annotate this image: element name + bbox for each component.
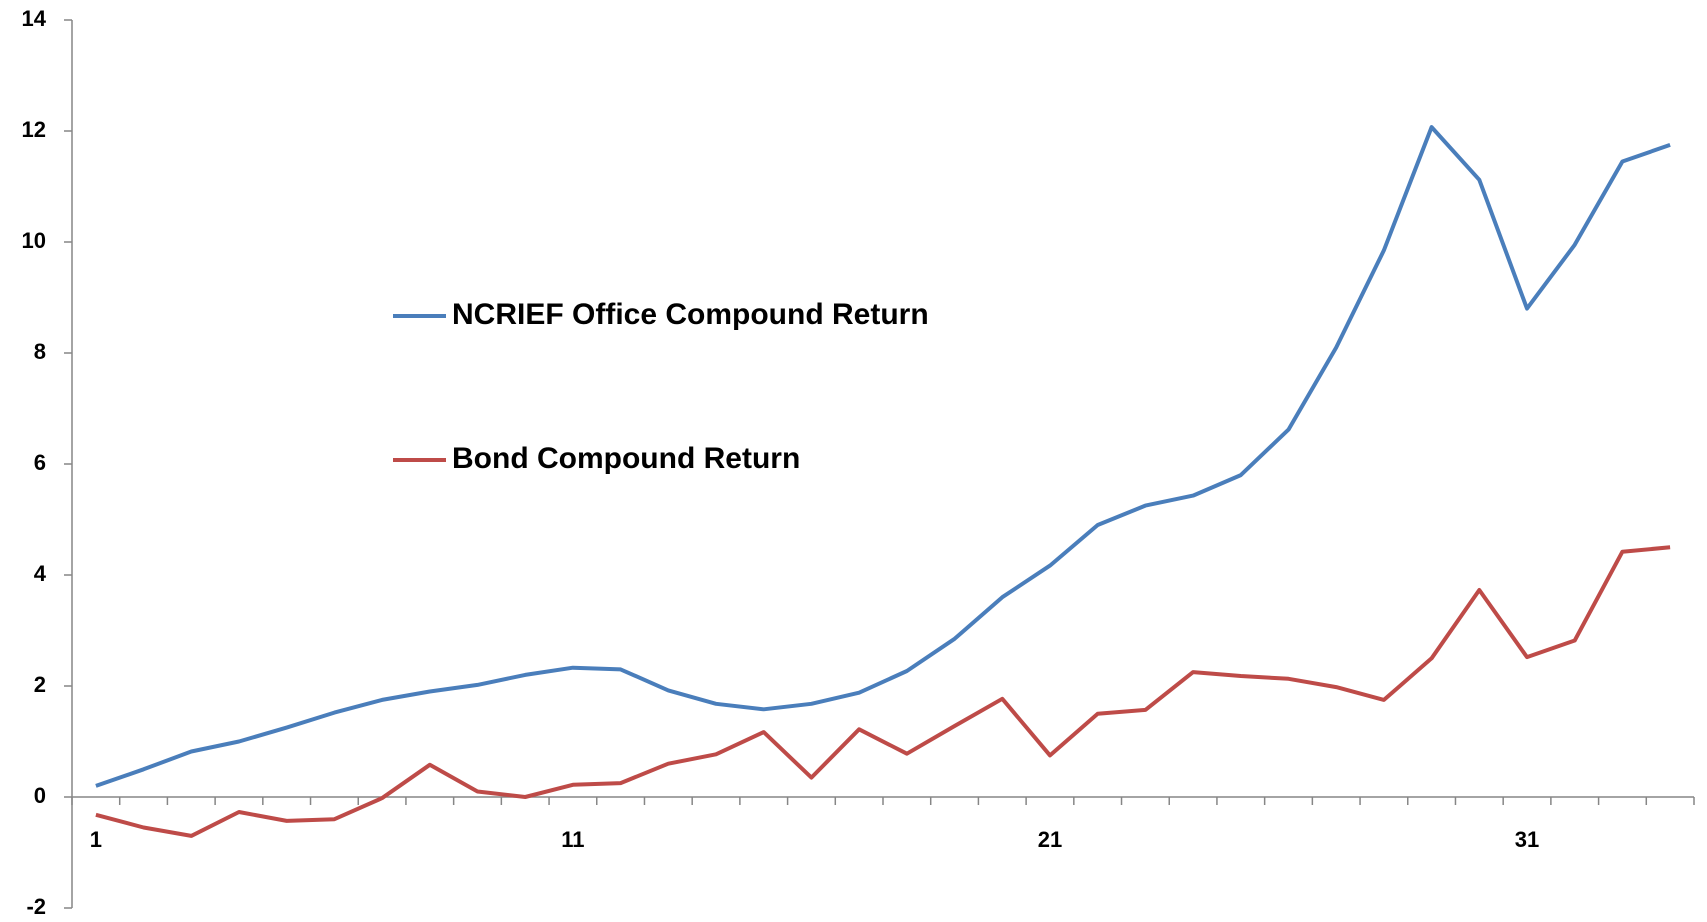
y-tick-label: 14 xyxy=(22,6,47,31)
y-tick-label: 2 xyxy=(34,672,46,697)
y-tick-label: 10 xyxy=(22,228,46,253)
series-line xyxy=(95,125,1671,788)
x-tick-label: 1 xyxy=(90,827,102,852)
y-tick-label: -2 xyxy=(26,894,46,919)
y-tick-label: 12 xyxy=(22,117,46,142)
y-tick-label: 4 xyxy=(34,561,47,586)
x-tick-label: 31 xyxy=(1515,827,1539,852)
series-line xyxy=(95,545,1671,838)
y-tick-label: 8 xyxy=(34,339,46,364)
legend-label: Bond Compound Return xyxy=(452,442,800,475)
y-tick-label: 6 xyxy=(34,450,46,475)
x-tick-label: 11 xyxy=(561,827,584,852)
legend-label: NCRIEF Office Compound Return xyxy=(452,298,929,331)
y-tick-label: 0 xyxy=(34,783,46,808)
x-tick-label: 21 xyxy=(1038,827,1062,852)
